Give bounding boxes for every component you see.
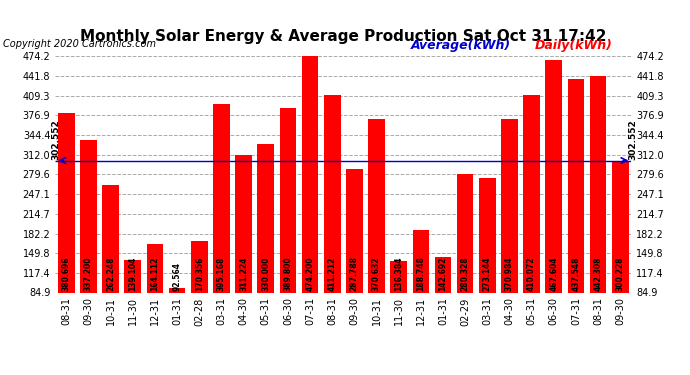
Title: Monthly Solar Energy & Average Production Sat Oct 31 17:42: Monthly Solar Energy & Average Productio… — [80, 29, 607, 44]
Text: 273.144: 273.144 — [483, 257, 492, 291]
Bar — [346, 170, 363, 292]
Text: 395.168: 395.168 — [217, 257, 226, 291]
Text: 302.552: 302.552 — [52, 119, 61, 160]
Bar — [457, 174, 473, 292]
Text: 262.248: 262.248 — [106, 257, 115, 291]
Bar — [368, 119, 385, 292]
Bar — [58, 113, 75, 292]
Bar — [257, 144, 274, 292]
Bar — [191, 241, 208, 292]
Text: 474.200: 474.200 — [306, 257, 315, 291]
Bar — [413, 230, 429, 292]
Text: 337.200: 337.200 — [84, 257, 93, 291]
Bar — [546, 60, 562, 292]
Bar — [102, 185, 119, 292]
Bar — [213, 104, 230, 292]
Text: 380.696: 380.696 — [62, 257, 71, 291]
Text: 280.328: 280.328 — [461, 256, 470, 291]
Bar — [391, 261, 407, 292]
Text: 92.564: 92.564 — [172, 262, 181, 291]
Text: Average(kWh): Average(kWh) — [411, 39, 511, 53]
Text: 287.788: 287.788 — [350, 256, 359, 291]
Text: 188.748: 188.748 — [416, 256, 425, 291]
Text: Copyright 2020 Cartronics.com: Copyright 2020 Cartronics.com — [3, 39, 157, 50]
Bar — [523, 95, 540, 292]
Text: 370.984: 370.984 — [505, 256, 514, 291]
Text: 142.692: 142.692 — [438, 257, 448, 291]
Bar — [169, 288, 186, 292]
Bar — [501, 119, 518, 292]
Bar — [590, 76, 607, 292]
Bar — [146, 244, 164, 292]
Text: 437.548: 437.548 — [571, 257, 580, 291]
Bar — [279, 108, 296, 292]
Text: Daily(kWh): Daily(kWh) — [535, 39, 613, 53]
Text: 164.112: 164.112 — [150, 257, 159, 291]
Text: 410.072: 410.072 — [527, 257, 536, 291]
Bar — [324, 94, 340, 292]
Text: 411.212: 411.212 — [328, 257, 337, 291]
Bar — [568, 79, 584, 292]
Bar — [435, 258, 451, 292]
Text: 370.632: 370.632 — [372, 257, 381, 291]
Text: 170.356: 170.356 — [195, 257, 204, 291]
Text: 467.604: 467.604 — [549, 257, 558, 291]
Bar — [479, 178, 495, 292]
Text: 330.000: 330.000 — [262, 257, 270, 291]
Text: 302.552: 302.552 — [628, 119, 637, 160]
Text: 442.308: 442.308 — [593, 257, 602, 291]
Bar — [302, 57, 318, 292]
Bar — [80, 140, 97, 292]
Text: 389.800: 389.800 — [284, 256, 293, 291]
Text: 139.104: 139.104 — [128, 257, 137, 291]
Bar — [612, 162, 629, 292]
Text: 136.384: 136.384 — [394, 257, 403, 291]
Bar — [124, 260, 141, 292]
Bar — [235, 155, 252, 292]
Text: 311.224: 311.224 — [239, 257, 248, 291]
Text: 300.228: 300.228 — [615, 257, 624, 291]
